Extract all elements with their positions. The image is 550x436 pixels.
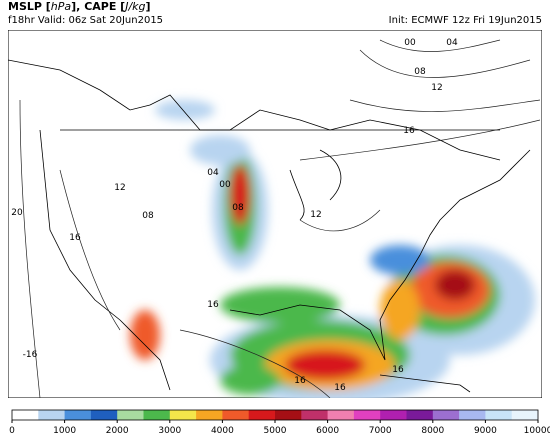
contour-label: 08 [414, 67, 426, 77]
colorbar-segment [511, 410, 539, 420]
colorbar-tick-label: 0 [9, 426, 15, 436]
colorbar-tick-label: 8000 [421, 426, 444, 436]
colorbar-segment [196, 410, 223, 420]
contour-label: 04 [207, 168, 219, 178]
colorbar-segment [64, 410, 92, 420]
map [8, 30, 542, 398]
title-part: hPa [51, 0, 72, 13]
contour-label: 20 [11, 208, 23, 218]
colorbar-tick-label: 6000 [316, 426, 339, 436]
contour-label: 12 [310, 210, 321, 220]
coastlines [8, 59, 531, 393]
contour-label: 04 [446, 38, 458, 48]
colorbar-tick-label: 5000 [264, 426, 287, 436]
contour-label: 16 [392, 365, 404, 375]
contour-label: 16 [403, 126, 415, 136]
colorbar-segment [327, 410, 355, 420]
init-time: Init: ECMWF 12z Fri 19Jun2015 [389, 15, 542, 26]
colorbar-segment [432, 410, 460, 420]
colorbar-tick-label: 2000 [106, 426, 129, 436]
colorbar-segment [12, 410, 39, 420]
contour-label: 16 [334, 383, 346, 393]
title-part: J/kg [123, 0, 145, 13]
contour-label: 08 [142, 211, 154, 221]
colorbar-tick-label: 4000 [211, 426, 234, 436]
colorbar-tick-label: 10000 [524, 426, 550, 436]
map-title: MSLP [hPa], CAPE [J/kg] [8, 0, 151, 13]
colorbar-segment [143, 410, 171, 420]
colorbar-segment [406, 410, 434, 420]
contour-label: 00 [404, 38, 416, 48]
contour-label: 16 [294, 376, 306, 386]
colorbar-tick-label: 9000 [474, 426, 497, 436]
contour-label: 16 [69, 233, 81, 243]
colorbar-segment [222, 410, 250, 420]
colorbar-segment [38, 410, 66, 420]
contour-label: 08 [232, 203, 244, 213]
contour-label: 00 [219, 180, 231, 190]
title-part: MSLP [ [8, 0, 51, 13]
contour-label: 16 [207, 300, 219, 310]
colorbar-segment [485, 410, 513, 420]
valid-time: f18hr Valid: 06z Sat 20Jun2015 [8, 15, 163, 26]
colorbar-segment [380, 410, 407, 420]
colorbar-tick-label: 3000 [158, 426, 181, 436]
colorbar-tick-label: 1000 [53, 426, 76, 436]
contour-label: -16 [23, 350, 38, 360]
colorbar-segment [353, 410, 381, 420]
colorbar: 0 1000 2000 3000 4000 5000 6000 7000 8000 9000 100… [9, 409, 550, 436]
title-part: ] [146, 0, 151, 13]
colorbar-segment [275, 410, 302, 420]
colorbar-segment [459, 410, 486, 420]
contour-label: 12 [431, 83, 442, 93]
title-part: ], CAPE [ [71, 0, 125, 13]
colorbar-segment [248, 410, 276, 420]
colorbar-tick-label: 7000 [369, 426, 392, 436]
colorbar-segment [117, 410, 144, 420]
contour-label: 12 [114, 183, 125, 193]
isobars [19, 39, 541, 398]
cape-field [130, 100, 535, 398]
colorbar-segment [90, 410, 118, 420]
colorbar-segment [301, 410, 329, 420]
colorbar-segment [169, 410, 197, 420]
